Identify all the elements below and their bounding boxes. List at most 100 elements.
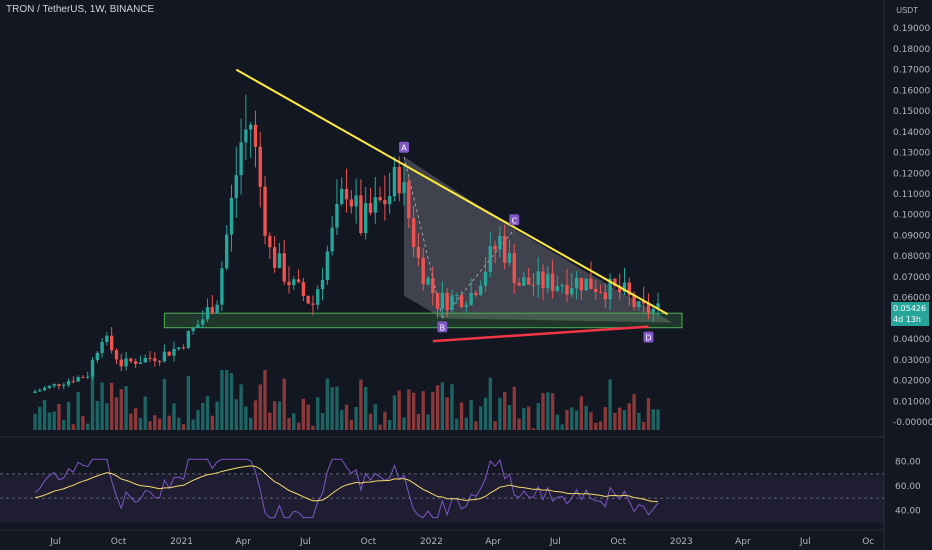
price-tick-label: 0.03000 <box>893 356 930 366</box>
candle-body <box>440 292 445 309</box>
volume-bar <box>282 378 286 430</box>
candle-body <box>234 175 238 199</box>
volume-bar <box>402 417 406 430</box>
last-price: 0.05426 <box>893 304 927 313</box>
candle-body <box>613 278 617 286</box>
volume-bar <box>177 417 181 430</box>
volume-bar <box>119 389 123 430</box>
candle-body <box>526 277 531 285</box>
candle-body <box>594 288 598 292</box>
candle-body <box>503 235 507 263</box>
candle-body <box>483 271 488 286</box>
volume-bar <box>124 385 128 430</box>
volume-bar <box>105 403 109 430</box>
volume-bar <box>651 409 655 430</box>
support-zone-box <box>163 312 683 329</box>
volume-bar <box>301 398 306 430</box>
volume-bars <box>33 370 660 430</box>
candle-body <box>330 227 334 252</box>
volume-bar <box>340 410 344 430</box>
candle-body <box>627 282 631 296</box>
volume-bar <box>162 379 167 430</box>
candle-body <box>133 361 138 364</box>
candle-body <box>656 303 660 309</box>
bar-countdown: 4d 13h <box>893 315 921 324</box>
time-axis[interactable]: Jul Oct 2021 Apr Jul Oct 2022 Apr Jul Oct 2023 Apr J… <box>49 537 874 547</box>
candle-body <box>507 253 512 263</box>
candle-body <box>565 285 569 295</box>
candle-body <box>181 347 186 349</box>
candle-body <box>263 186 267 236</box>
candle-body <box>512 253 516 283</box>
volume-bar <box>225 370 229 430</box>
candle-body <box>129 358 133 362</box>
candle-body <box>407 182 411 219</box>
time-tick-label: Jul <box>549 537 561 547</box>
symbol-title[interactable]: TRON / TetherUS, 1W, BINANCE <box>6 4 155 15</box>
volume-bar <box>503 392 507 430</box>
volume-bar <box>555 414 560 430</box>
volume-bar <box>618 407 622 430</box>
candle-body <box>42 387 47 391</box>
candle-body <box>100 342 104 353</box>
candle-body <box>493 246 497 250</box>
candle-body <box>459 294 464 307</box>
volume-bar <box>584 405 588 430</box>
candle-body <box>47 385 52 388</box>
volume-bar <box>172 403 176 430</box>
candle-body <box>550 273 555 291</box>
price-tick-label: -0.00000 <box>893 418 932 428</box>
volume-bar <box>565 410 569 430</box>
volume-bar <box>560 424 564 430</box>
candle-body <box>172 348 176 356</box>
rsi-tick-label: 60.00 <box>895 482 921 492</box>
candle-body <box>359 195 363 234</box>
volume-bar <box>469 400 473 430</box>
candle-body <box>340 188 344 205</box>
time-tick-label: 2023 <box>670 537 693 547</box>
candle-body <box>311 303 315 305</box>
volume-bar <box>81 415 85 430</box>
candle-body <box>253 124 258 147</box>
volume-bar <box>488 377 492 430</box>
candle-body <box>186 331 191 348</box>
volume-bar <box>536 403 540 430</box>
candle-body <box>450 295 454 311</box>
candle-body <box>555 286 560 291</box>
price-axis[interactable]: 0.19000 0.18000 0.17000 0.16000 0.15000 0.140… <box>893 24 932 516</box>
candle-body <box>397 166 401 194</box>
candle-body <box>86 376 90 378</box>
candle-body <box>637 301 641 307</box>
candle-body <box>57 384 61 386</box>
candle-body <box>579 277 584 291</box>
price-tick-label: 0.16000 <box>893 86 930 96</box>
volume-bar <box>598 421 603 430</box>
candle-body <box>574 277 579 289</box>
rising-support-line <box>432 325 649 343</box>
volume-bar <box>100 382 104 430</box>
candle-body <box>435 293 440 309</box>
volume-bar <box>574 410 579 430</box>
volume-bar <box>167 415 171 430</box>
candle-body <box>229 198 234 235</box>
price-tick-label: 0.11000 <box>893 190 930 200</box>
candle-body <box>301 282 306 296</box>
volume-bar <box>407 389 411 430</box>
volume-bar <box>392 395 397 430</box>
candle-body <box>383 200 387 205</box>
pattern-marker-label: D <box>645 334 651 343</box>
time-tick-label: 2022 <box>420 537 443 547</box>
volume-bar <box>550 393 555 430</box>
candle-body <box>622 282 627 293</box>
candle-body <box>258 146 262 187</box>
price-tick-label: 0.15000 <box>893 107 930 117</box>
price-tick-label: 0.10000 <box>893 211 930 221</box>
candle-body <box>52 384 56 386</box>
price-tick-label: 0.18000 <box>893 45 930 55</box>
volume-bar <box>387 419 392 430</box>
volume-bar <box>86 423 90 430</box>
time-tick-label: Jul <box>49 537 61 547</box>
candle-body <box>349 199 353 207</box>
candle-body <box>651 308 655 314</box>
